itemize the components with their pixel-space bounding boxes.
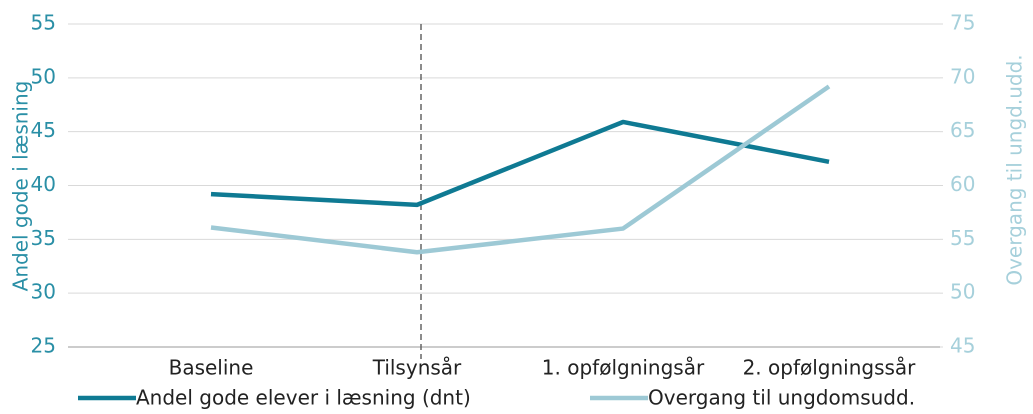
y2-tick-label: 75 <box>950 11 975 35</box>
series-line <box>210 119 830 208</box>
y2-tick-label: 60 <box>950 172 975 196</box>
y2-tick-label: 45 <box>950 334 975 358</box>
x-tick-label: 2. opfølgningssår <box>743 356 917 380</box>
y-tick-label: 30 <box>31 280 56 304</box>
y2-tick-label: 65 <box>950 118 975 142</box>
y-tick-label: 50 <box>31 64 56 88</box>
series-line <box>210 84 831 255</box>
legend-label: Andel gode elever i læsning (dnt) <box>136 386 471 410</box>
y-tick-label: 45 <box>31 118 56 142</box>
y2-tick-label: 55 <box>950 226 975 250</box>
y2-tick-label: 50 <box>950 280 975 304</box>
y2-tick-label: 70 <box>950 64 975 88</box>
x-tick-label: Baseline <box>169 356 254 380</box>
legend-label: Overgang til ungdomsudd. <box>648 386 915 410</box>
y-tick-label: 55 <box>31 11 56 35</box>
x-tick-label: Tilsynsår <box>372 356 462 380</box>
y-tick-label: 40 <box>31 172 56 196</box>
y-tick-label: 25 <box>31 334 56 358</box>
y-axis-label: Andel gode i læsning <box>9 81 33 292</box>
y2-axis-label: Overgang til ungd.udd. <box>1003 54 1027 285</box>
y-tick-label: 35 <box>31 226 56 250</box>
x-tick-label: 1. opfølgningsår <box>542 356 705 380</box>
